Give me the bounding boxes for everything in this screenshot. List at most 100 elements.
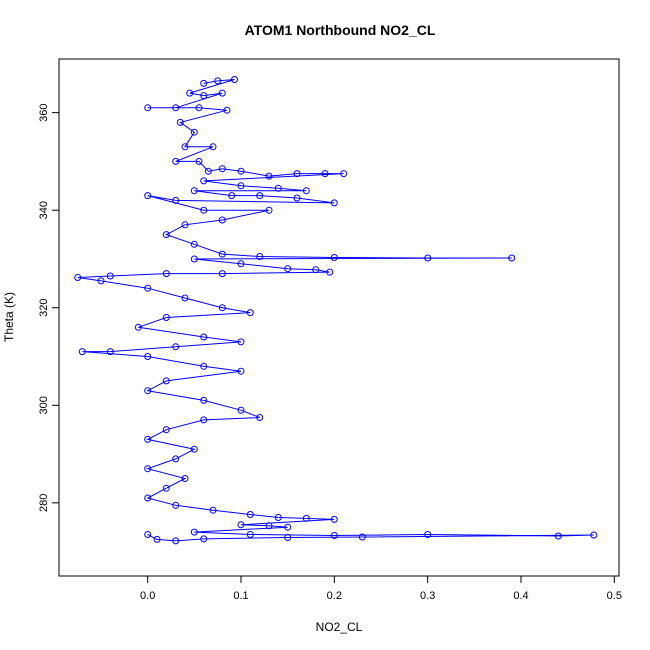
data-point (340, 170, 348, 178)
data-point (284, 523, 292, 531)
data-point (144, 104, 152, 112)
data-point (172, 455, 180, 463)
data-point (200, 362, 208, 370)
x-tick-label: 0.1 (233, 590, 248, 602)
data-point (200, 79, 208, 87)
data-point (134, 323, 142, 331)
data-point (218, 304, 226, 312)
data-point (144, 465, 152, 473)
data-point (172, 196, 180, 204)
data-point (256, 192, 264, 200)
data-point (265, 522, 273, 530)
data-point (209, 506, 217, 514)
data-point (97, 277, 105, 285)
x-axis-label: NO2_CL (316, 620, 363, 634)
data-point (162, 377, 170, 385)
data-point (162, 231, 170, 239)
data-point (190, 240, 198, 248)
x-axis: 0.0 0.1 0.2 0.3 0.4 0.5 (140, 575, 622, 602)
x-tick-label: 0.0 (140, 590, 155, 602)
data-marks (74, 76, 598, 545)
data-point (200, 177, 208, 185)
data-point (246, 511, 254, 518)
data-point (274, 514, 282, 521)
data-point (190, 187, 198, 195)
data-point (144, 284, 152, 292)
plot-frame (58, 58, 620, 577)
data-point (330, 254, 338, 261)
data-point (424, 531, 432, 538)
data-point (162, 270, 170, 278)
data-point (200, 416, 208, 424)
x-tick-label: 0.3 (420, 590, 435, 602)
data-point (223, 106, 231, 114)
data-point (162, 314, 170, 321)
data-point (218, 250, 226, 258)
data-point (200, 333, 208, 341)
data-point (237, 406, 245, 414)
data-point (424, 254, 432, 262)
data-point (78, 348, 86, 356)
data-point (200, 92, 208, 100)
data-point (508, 254, 516, 262)
data-point (181, 143, 189, 151)
data-point (274, 184, 282, 192)
x-tick-label: 0.2 (327, 590, 342, 602)
data-point (204, 167, 212, 175)
data-point (172, 104, 180, 112)
data-point (237, 367, 245, 375)
data-point (293, 170, 301, 178)
data-point (144, 531, 152, 538)
data-point (218, 89, 226, 97)
chart-title: ATOM1 Northbound NO2_CL (245, 22, 436, 38)
data-point (190, 445, 198, 453)
data-point (302, 187, 310, 195)
data-point (237, 182, 245, 190)
data-point (237, 260, 245, 268)
x-tick-label: 0.4 (513, 590, 528, 602)
data-point (256, 253, 264, 260)
data-point (200, 396, 208, 404)
data-point (190, 528, 198, 536)
data-point (172, 537, 180, 545)
data-point (186, 89, 194, 97)
data-point (218, 165, 226, 173)
data-point (144, 435, 152, 443)
data-point (312, 266, 320, 274)
series-line (77, 79, 594, 542)
data-point (265, 172, 273, 180)
data-point (181, 294, 189, 302)
data-point (218, 270, 226, 278)
data-point (181, 475, 189, 482)
y-axis: 280 300 320 340 360 (38, 103, 60, 512)
data-point (162, 426, 170, 434)
data-point (228, 192, 236, 200)
data-point (144, 494, 152, 502)
data-point (265, 206, 273, 214)
data-point (106, 348, 114, 356)
data-point (172, 343, 180, 351)
y-tick-label: 340 (38, 201, 50, 219)
data-point (144, 192, 152, 200)
data-point (237, 521, 245, 529)
data-point (284, 265, 292, 273)
data-point (302, 514, 310, 522)
data-point (200, 535, 208, 543)
data-point (330, 515, 338, 523)
data-point (330, 199, 338, 207)
data-point (246, 309, 254, 317)
y-tick-label: 360 (38, 103, 50, 121)
data-point (172, 501, 180, 509)
data-point (237, 167, 245, 175)
data-point (200, 206, 208, 214)
data-point (172, 157, 180, 165)
data-point (256, 414, 264, 421)
data-point (195, 104, 203, 112)
data-point (293, 194, 301, 202)
y-axis-label: Theta (K) (2, 292, 16, 342)
y-tick-label: 300 (38, 396, 50, 414)
data-point (144, 353, 152, 360)
data-point (284, 534, 292, 541)
data-point (176, 118, 184, 126)
